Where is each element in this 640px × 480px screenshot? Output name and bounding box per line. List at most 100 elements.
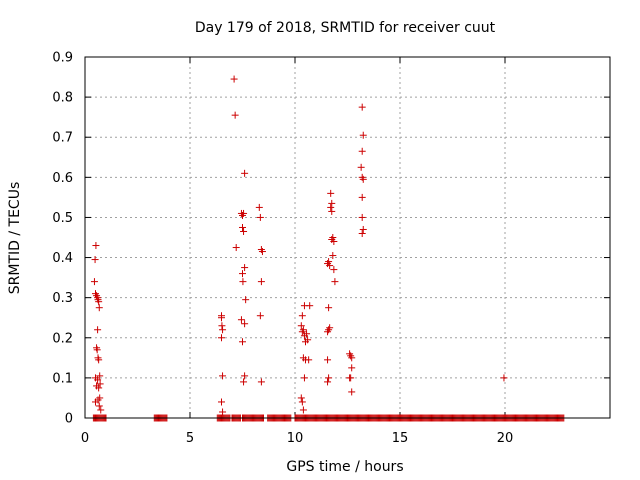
data-point (239, 338, 246, 346)
y-tick-label: 0.2 (52, 331, 73, 346)
data-point (359, 225, 367, 233)
data-point (95, 356, 103, 364)
data-point (256, 312, 264, 320)
data-point (239, 278, 247, 286)
y-tick-label: 0.8 (52, 91, 73, 106)
chart-title: Day 179 of 2018, SRMTID for receiver cuu… (195, 20, 496, 36)
data-point (297, 394, 305, 402)
data-point (299, 406, 307, 414)
data-point (96, 380, 104, 388)
data-point (257, 278, 265, 286)
data-point (239, 270, 246, 278)
data-point (94, 326, 102, 334)
data-point (297, 322, 305, 330)
data-point (305, 356, 313, 364)
data-point (357, 163, 365, 171)
data-point (324, 378, 332, 386)
y-tick-label: 0 (65, 412, 73, 427)
data-point (359, 175, 367, 183)
data-point (348, 388, 356, 396)
data-point (257, 378, 265, 386)
data-point (358, 229, 366, 237)
data-point (241, 320, 249, 328)
y-axis-label: SRMTID / TECUs (7, 182, 23, 295)
data-point (347, 374, 355, 382)
x-tick-label: 0 (81, 431, 89, 446)
data-point (219, 326, 227, 334)
data-point (95, 402, 103, 410)
data-point (325, 258, 333, 266)
data-point (303, 330, 311, 338)
grid (85, 57, 610, 418)
y-tick-label: 0.5 (52, 211, 73, 226)
data-point (230, 75, 238, 83)
data-point (348, 364, 356, 372)
data-point (304, 336, 312, 344)
data-point (306, 302, 314, 310)
data-point (329, 252, 337, 260)
data-point (327, 189, 335, 197)
data-point (327, 203, 335, 211)
y-tick-label: 0.4 (52, 251, 73, 266)
data-point (258, 248, 266, 256)
x-axis-label: GPS time / hours (286, 459, 403, 475)
data-point (218, 398, 225, 406)
data-point (324, 356, 332, 364)
y-tick-label: 0.9 (52, 51, 73, 66)
data-point (242, 296, 250, 304)
data-point (240, 227, 248, 235)
data-point (91, 256, 99, 264)
data-point (298, 328, 306, 336)
data-point (500, 374, 508, 382)
data-point (359, 131, 367, 139)
data-point (95, 304, 103, 312)
data-point (96, 372, 104, 380)
data-point (328, 207, 336, 215)
data-point (237, 316, 245, 324)
data-point (358, 213, 366, 221)
data-point (219, 372, 227, 380)
data-point (218, 314, 225, 322)
y-tick-label: 0.6 (52, 171, 73, 186)
data-point (328, 199, 336, 207)
data-point (240, 378, 248, 386)
data-point (97, 406, 105, 414)
data-point (256, 213, 264, 221)
data-point (94, 376, 102, 384)
data-point (358, 147, 366, 155)
y-tick-label: 0.7 (52, 131, 73, 146)
data-point (232, 244, 240, 252)
data-point (330, 266, 338, 274)
x-tick-label: 5 (186, 431, 194, 446)
tick-labels: 0 0.1 0.2 0.3 0.4 0.5 0.6 0.7 0.8 0.9 0 5 10 15 20 (52, 51, 513, 447)
data-point (255, 203, 263, 211)
data-point (93, 346, 101, 354)
data-point (92, 398, 99, 406)
data-point (231, 111, 239, 119)
data-point (218, 334, 225, 342)
plot-frame (84, 56, 611, 419)
ticks (84, 56, 610, 419)
data-point (298, 312, 306, 320)
data-point (241, 372, 249, 380)
data-point (241, 169, 249, 177)
x-tick-label: 15 (392, 431, 409, 446)
data-point (219, 408, 227, 416)
data-point (358, 103, 366, 111)
data-point (325, 374, 333, 382)
data-point (331, 278, 339, 286)
data-point (328, 236, 336, 244)
data-point (95, 384, 103, 392)
y-tick-label: 0.1 (52, 371, 73, 386)
data-point (300, 374, 308, 382)
data-point (240, 209, 248, 217)
data-point (326, 262, 334, 270)
data-point (95, 298, 103, 306)
data-point (358, 193, 366, 201)
data-point (325, 304, 333, 312)
data-point (92, 242, 100, 250)
data-point (326, 324, 334, 332)
data-points (89, 75, 568, 422)
x-tick-label: 20 (497, 431, 514, 446)
